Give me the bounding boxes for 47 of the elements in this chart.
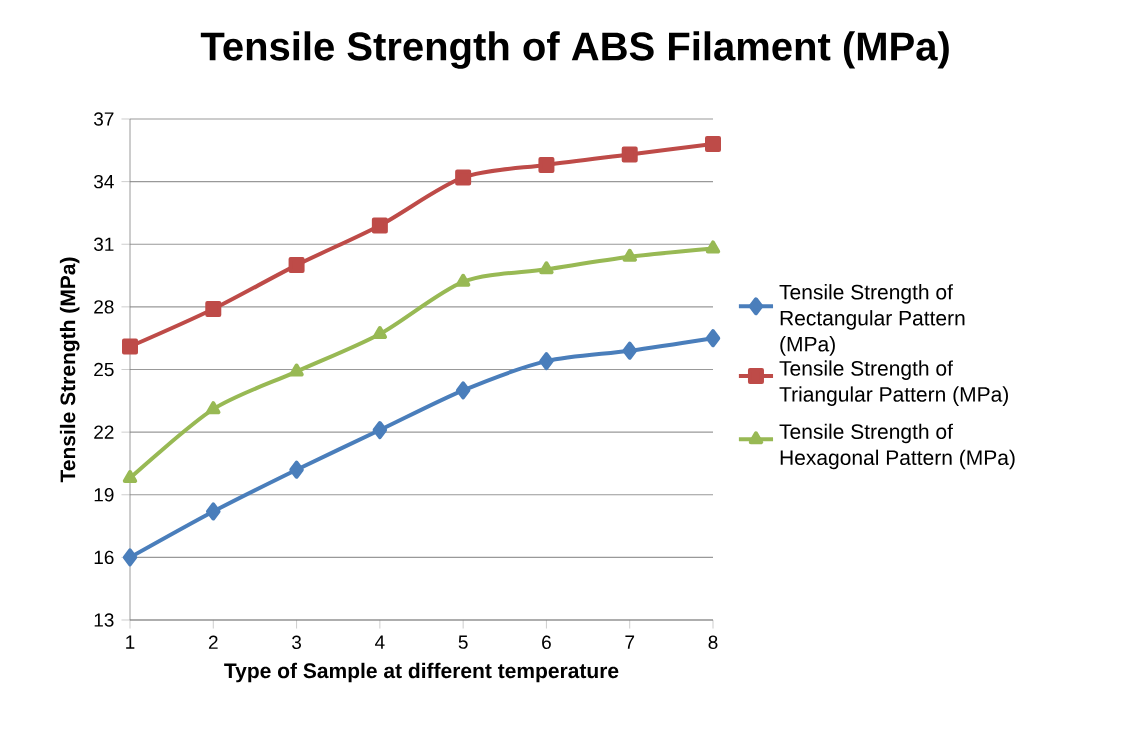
point [205, 300, 222, 317]
point [206, 502, 221, 521]
point [455, 381, 471, 400]
point [122, 338, 138, 355]
point [622, 341, 637, 360]
point [372, 421, 388, 440]
point [289, 460, 304, 479]
point [621, 146, 638, 163]
x-tick-label: 6 [542, 635, 551, 650]
y-tick-label: 25 [94, 362, 114, 377]
legend-label: Tensile Strength of Hexagonal Pattern (MPa) [779, 423, 1015, 470]
x-tick-label: 5 [458, 635, 468, 649]
y-tick-label: 19 [94, 488, 114, 502]
x-axis-title: Type of Sample at different temperature [224, 662, 619, 683]
y-tick-label: 37 [93, 112, 114, 126]
point [539, 352, 554, 371]
y-tick-label: 28 [94, 300, 114, 314]
x-tick-label: 2 [208, 635, 218, 649]
point [705, 240, 721, 254]
point [289, 363, 304, 377]
x-tick-label: 3 [292, 635, 302, 650]
point [455, 273, 471, 287]
chart-title: Tensile Strength of ABS Filament (MPa) [200, 31, 949, 69]
y-axis-title: Tensile Strength (MPa) [59, 257, 80, 483]
point [288, 257, 305, 274]
x-tick-label: 7 [625, 635, 635, 649]
point [538, 156, 555, 173]
point [372, 326, 388, 340]
x-tick-label: 4 [375, 635, 385, 649]
y-tick-label: 22 [94, 425, 114, 439]
point [622, 248, 637, 262]
point [705, 329, 721, 348]
x-tick-label: 8 [708, 635, 718, 650]
point [705, 136, 721, 153]
point [122, 548, 138, 567]
legend-label: Tensile Strength of Triangular Pattern (MPa) [779, 360, 1008, 406]
point [371, 217, 388, 234]
legend-label: Tensile Strength of Rectangular Pattern (MPa) [779, 284, 965, 356]
y-tick-label: 16 [94, 550, 114, 565]
point [122, 470, 138, 484]
y-tick-label: 34 [93, 174, 114, 189]
point [455, 169, 472, 186]
y-tick-label: 31 [93, 237, 114, 251]
x-tick-label: 1 [126, 635, 135, 649]
point [539, 261, 554, 275]
y-tick-label: 13 [94, 613, 114, 627]
point [206, 401, 221, 415]
